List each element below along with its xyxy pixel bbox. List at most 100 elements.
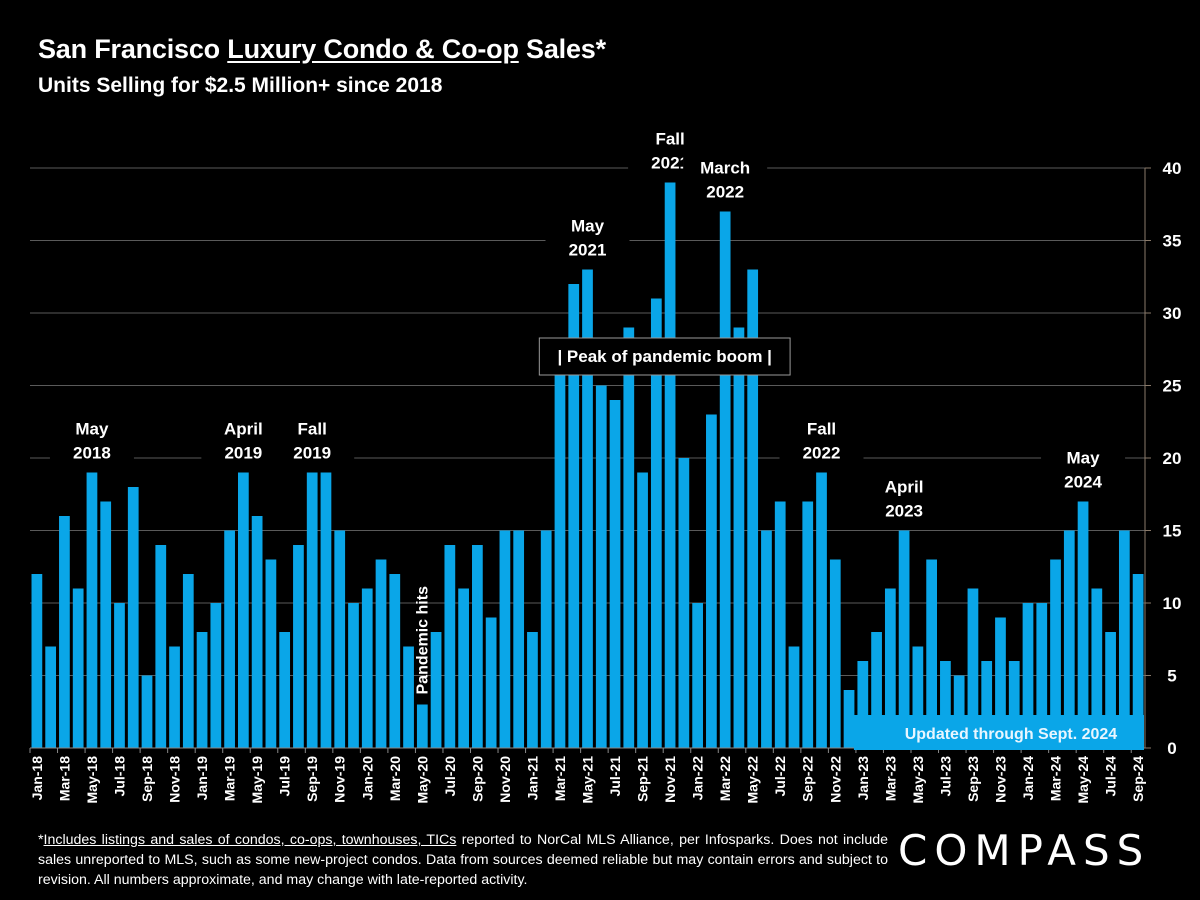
x-tick-label: Mar-18	[56, 756, 72, 801]
bar-jan-23	[857, 661, 869, 748]
bar-aug-19	[293, 545, 304, 748]
x-tick-label: Jan-20	[359, 756, 375, 801]
x-tick-label: Jul-21	[607, 756, 623, 797]
annotation-apr-23: 2023	[885, 502, 923, 521]
annotation-may-24: 2024	[1064, 473, 1102, 492]
y-tick-label: 20	[1163, 449, 1182, 468]
bar-dec-18	[182, 574, 194, 748]
bar-mar-21	[554, 371, 566, 748]
bar-aug-18	[127, 487, 139, 748]
bar-apr-24	[1063, 530, 1075, 748]
bar-chart: 0 5 10 15 20 25 30 35 40 Jan-18 Mar-18 May-18 Jul-18…	[28, 129, 1182, 804]
x-tick-label: Mar-21	[552, 756, 568, 801]
bar-jun-23	[926, 559, 938, 748]
x-tick-label: Mar-23	[882, 756, 898, 801]
bar-aug-22	[788, 646, 800, 748]
annotation-oct-22: 2022	[803, 444, 841, 463]
bar-dec-21	[678, 458, 690, 748]
annotation-mar-22: 2022	[706, 183, 744, 202]
annotation-bg	[1041, 437, 1126, 492]
bar-sep-18	[141, 675, 153, 748]
bar-may-18	[86, 472, 98, 748]
footnote: *Includes listings and sales of condos, …	[38, 830, 888, 890]
bar-nov-20	[499, 530, 511, 748]
bar-dec-20	[513, 530, 525, 748]
bar-jan-18	[31, 574, 43, 748]
bar-jun-24	[1091, 588, 1103, 748]
y-tick-label: 15	[1163, 522, 1182, 541]
annotation-bg	[779, 408, 864, 463]
x-tick-label: Sep-18	[139, 756, 155, 802]
x-tick-label: Nov-21	[662, 756, 678, 803]
bar-apr-19	[237, 472, 249, 748]
y-tick-label: 30	[1163, 304, 1182, 323]
bar-aug-23	[953, 675, 965, 748]
bar-dec-23	[1008, 661, 1020, 748]
footnote-asterisk: *	[38, 832, 44, 848]
x-tick-label: May-19	[249, 756, 265, 804]
x-tick-label: Mar-20	[387, 756, 403, 801]
bar-jan-22	[692, 603, 703, 748]
x-tick-label: Jan-18	[29, 756, 45, 801]
update-note-text: Updated through Sept. 2024	[905, 726, 1118, 743]
bar-jul-19	[279, 632, 291, 748]
bar-jan-20	[361, 588, 373, 748]
bar-jun-20	[430, 632, 442, 748]
logo-text: COMPASS	[898, 826, 1151, 875]
x-tick-label: Jan-24	[1020, 756, 1036, 801]
x-tick-label: May-23	[910, 756, 926, 804]
annotation-bg	[862, 466, 947, 521]
bar-oct-19	[320, 472, 332, 748]
x-tick-label: Jan-22	[690, 756, 706, 801]
annotation-bg	[683, 147, 768, 202]
annotation-bg	[270, 408, 355, 463]
bar-aug-20	[458, 588, 469, 748]
x-tick-label: Sep-23	[965, 756, 981, 802]
y-tick-label: 25	[1163, 377, 1182, 396]
bar-feb-21	[540, 530, 552, 748]
annotation-pandemic-hits: Pandemic hits	[414, 586, 431, 695]
bar-nov-23	[995, 617, 1006, 748]
bar-oct-23	[981, 661, 993, 748]
annotation-bg	[49, 408, 134, 463]
x-tick-label: Jul-20	[442, 756, 458, 797]
annotation-may-18: May	[75, 420, 109, 439]
bar-nov-22	[829, 559, 841, 748]
bar-apr-18	[72, 588, 84, 748]
x-tick-label: Mar-22	[717, 756, 733, 801]
bar-apr-20	[403, 646, 414, 748]
bar-apr-21	[568, 284, 580, 748]
bar-sep-23	[967, 588, 979, 748]
bar-mar-24	[1050, 559, 1061, 748]
x-tick-label: Nov-19	[332, 756, 348, 803]
annotation-sep-19: Fall	[298, 420, 327, 439]
x-tick-label: Jul-22	[772, 756, 788, 797]
bar-may-19	[251, 516, 263, 748]
compass-logo: COMPASS	[898, 826, 1150, 875]
bar-sep-24	[1132, 574, 1144, 748]
title-suffix: Sales*	[518, 34, 606, 64]
bar-feb-23	[871, 632, 882, 748]
y-tick-label: 35	[1163, 232, 1182, 251]
bar-jun-18	[100, 501, 112, 748]
bar-oct-18	[155, 545, 167, 748]
x-tick-label: Jan-21	[524, 756, 540, 801]
bar-jan-19	[196, 632, 208, 748]
bar-sep-21	[637, 472, 648, 748]
bar-oct-21	[650, 298, 662, 748]
x-tick-label: Jul-19	[277, 756, 293, 797]
peak-boom-label: | Peak of pandemic boom |	[557, 347, 772, 366]
bar-mar-19	[224, 530, 235, 748]
x-tick-label: Jul-23	[937, 756, 953, 797]
bar-oct-20	[485, 617, 497, 748]
bar-jul-24	[1105, 632, 1116, 748]
bar-feb-18	[45, 646, 57, 748]
bar-sep-22	[802, 501, 814, 748]
x-tick-label: May-21	[580, 756, 596, 804]
bar-feb-20	[375, 559, 387, 748]
bar-jul-21	[609, 400, 621, 748]
bar-sep-19	[306, 472, 318, 748]
bar-jul-20	[444, 545, 456, 748]
annotation-apr-19: April	[224, 420, 263, 439]
x-tick-label: Jan-19	[194, 756, 210, 801]
